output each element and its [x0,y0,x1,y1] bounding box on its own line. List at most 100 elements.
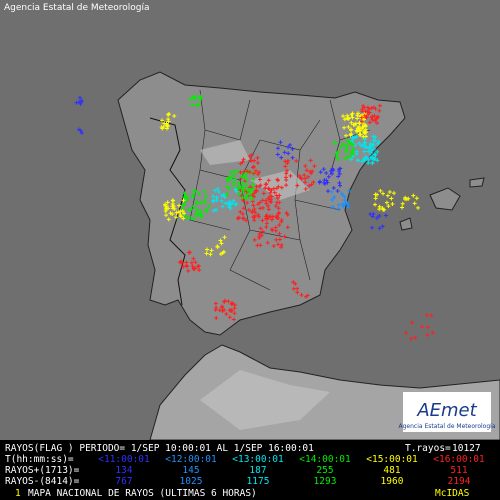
strike [342,194,347,199]
strike [276,146,281,151]
strike [275,178,280,183]
strike [344,148,349,153]
strike [341,114,346,119]
strike [335,153,340,158]
strike [362,140,367,145]
strike [275,196,280,201]
strike [215,186,220,191]
strike [413,335,418,340]
strike [349,120,354,125]
strike [279,242,284,247]
strike [244,183,249,188]
strike [204,208,209,213]
strike [264,221,269,226]
strike [252,191,257,196]
strike [363,134,368,139]
strike [251,203,256,208]
strike [197,268,202,273]
strike [190,264,195,269]
legend: RAYOS(FLAG ) PERIODO= 1/SEP 10:00:01 AL … [5,443,485,499]
strike [241,190,246,195]
strike [345,113,350,118]
strike [202,189,207,194]
strike [429,313,434,318]
strike [322,178,327,183]
positive-count: 511 [450,465,467,476]
strike [355,129,360,134]
strike [271,244,276,249]
strike [251,182,256,187]
strike [257,200,262,205]
strike [366,106,371,111]
strike [330,198,335,203]
strike [349,157,354,162]
strike [211,198,216,203]
strike [410,320,415,325]
strike [270,227,275,232]
strike [370,161,375,166]
strike [258,226,263,231]
strike [244,195,249,200]
strike [179,214,184,219]
strike [387,189,392,194]
strike [182,211,187,216]
strike [236,169,241,174]
strike [192,97,197,102]
strike [355,126,360,131]
strike [180,203,185,208]
strike [363,144,368,149]
strike [263,198,268,203]
strike [430,330,435,335]
strike [285,225,290,230]
strike [251,171,256,176]
strike [74,100,79,105]
strike [257,170,262,175]
strike [227,199,232,204]
strike [185,215,190,220]
strike [340,202,345,207]
strike [335,157,340,162]
strike [383,213,388,218]
strike [326,174,331,179]
strike [192,267,197,272]
strike [291,280,296,285]
strike [374,192,379,197]
strike [269,199,274,204]
strike [224,192,229,197]
strike [232,180,237,185]
strike [226,299,231,304]
strike [362,149,367,154]
mountains-shading [200,140,330,430]
strike [291,286,296,291]
strike [367,145,371,150]
strike [400,201,405,206]
strike [192,189,197,194]
strike [250,199,255,204]
strike [229,170,234,175]
strike [359,115,364,120]
strike [370,214,375,219]
strike [420,324,425,329]
strike [307,183,312,188]
strike [165,123,170,128]
strike [331,186,336,191]
strike [309,171,314,176]
strike [224,311,229,316]
strike [232,311,237,316]
strike [275,200,280,205]
strike [376,139,381,144]
total-label: T.rayos= [405,443,451,454]
strike [277,210,282,215]
strike [375,158,380,163]
strike [353,121,358,126]
strike [266,203,271,208]
strike [186,268,191,273]
strike [336,202,341,207]
strike [241,180,246,185]
strike [371,211,376,216]
strike [245,192,250,197]
strike [362,113,367,118]
strike [286,158,291,163]
strike [276,242,281,247]
